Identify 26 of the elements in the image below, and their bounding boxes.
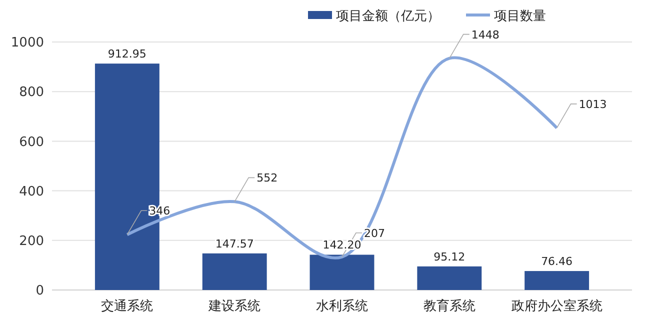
y-tick-label: 200	[19, 234, 44, 249]
legend-label: 项目金额（亿元）	[336, 9, 440, 24]
bar	[417, 266, 482, 290]
x-tick-label: 教育系统	[423, 298, 476, 314]
x-tick-label: 交通系统	[101, 298, 154, 314]
data-label: 76.46	[541, 255, 573, 268]
legend-label: 项目数量	[494, 9, 546, 24]
data-label: 95.12	[434, 250, 466, 264]
y-tick-label: 800	[19, 85, 44, 100]
data-label: 207	[364, 226, 385, 240]
x-tick-label: 水利系统	[316, 299, 368, 314]
y-tick-label: 400	[19, 184, 44, 200]
y-tick-label: 0	[36, 284, 44, 299]
data-label: 552	[256, 172, 278, 185]
data-label: 142.20	[322, 238, 362, 252]
data-label: 147.57	[215, 237, 254, 250]
bar	[310, 254, 374, 290]
y-tick-label: 600	[19, 134, 44, 150]
x-tick-label: 建设系统	[208, 299, 261, 314]
data-label: 1013	[578, 98, 607, 111]
bar	[524, 271, 590, 290]
bar	[202, 253, 267, 290]
x-tick-label: 政府办公室系统	[511, 298, 602, 314]
y-tick-label: 1000	[10, 36, 44, 51]
data-label: 1448	[471, 28, 500, 42]
data-label: 912.95	[108, 48, 146, 61]
